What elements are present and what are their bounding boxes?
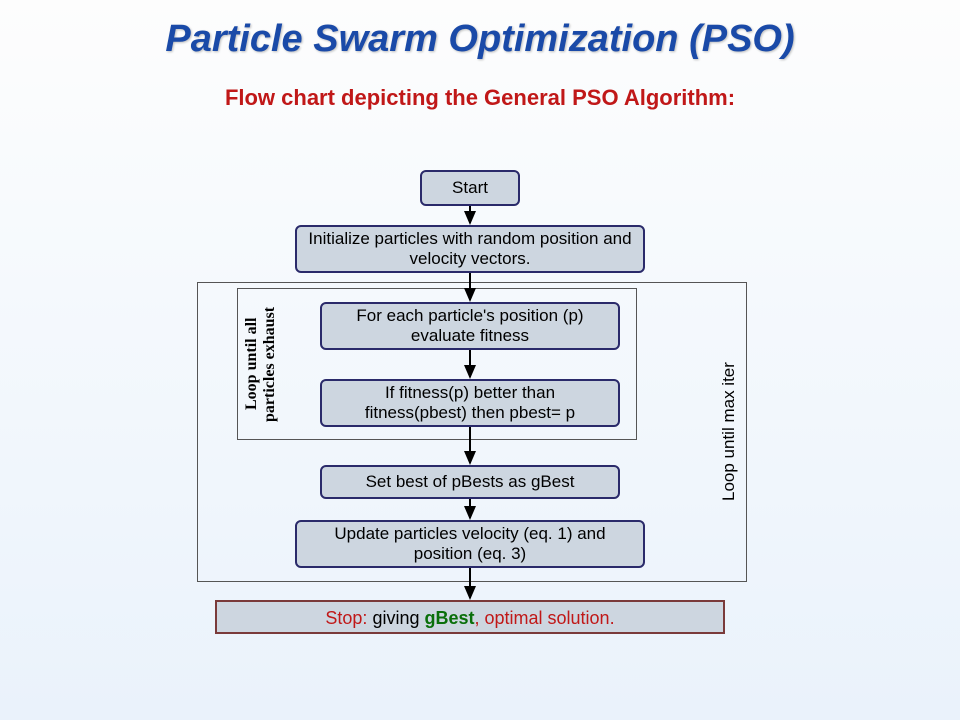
node-start: Start: [420, 170, 520, 206]
node-pbest: If fitness(p) better than fitness(pbest)…: [320, 379, 620, 427]
stop-mid: giving: [367, 608, 424, 628]
stop-pre: Stop:: [325, 608, 367, 628]
inner-loop-label: Loop until all particles exhaust: [243, 296, 279, 432]
node-eval: For each particle's position (p) evaluat…: [320, 302, 620, 350]
outer-loop-label: Loop until max iter: [719, 322, 739, 542]
node-update: Update particles velocity (eq. 1) and po…: [295, 520, 645, 568]
stop-post: , optimal solution.: [475, 608, 615, 628]
node-init: Initialize particles with random positio…: [295, 225, 645, 273]
flowchart-canvas: Loop until max iter Loop until all parti…: [0, 0, 960, 720]
stop-gbest: gBest: [424, 608, 474, 628]
node-stop: Stop: giving gBest, optimal solution.: [215, 600, 725, 634]
node-gbest: Set best of pBests as gBest: [320, 465, 620, 499]
